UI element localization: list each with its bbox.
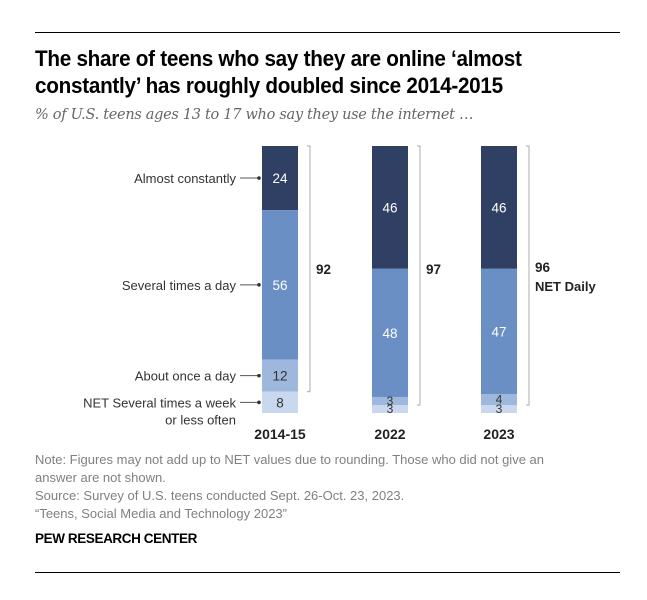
series-label-about-once-a-day: About once a day bbox=[135, 369, 237, 384]
net-daily-bracket-2022 bbox=[417, 145, 421, 406]
leader-dot-several-times-a-day bbox=[257, 283, 261, 287]
net-daily-value-2022: 97 bbox=[426, 262, 441, 277]
data-label-several-times-a-day-2014-15: 56 bbox=[272, 278, 287, 293]
data-label-net-several-times-a-week-or-less-often-2023: 3 bbox=[496, 402, 503, 416]
data-label-almost-constantly-2014-15: 24 bbox=[272, 171, 288, 186]
bar-segment-several-times-a-day-2014-15 bbox=[262, 210, 298, 360]
bar-segment-several-times-a-day-2023 bbox=[481, 268, 517, 395]
leader-dot-net-several-times-a-week-or-less-often bbox=[257, 400, 261, 405]
bar-segment-about-once-a-day-2022 bbox=[372, 396, 408, 405]
net-daily-value-2014-15: 92 bbox=[316, 262, 331, 277]
net-daily-bracket-2014-15 bbox=[307, 145, 311, 393]
series-label-almost-constantly: Almost constantly bbox=[134, 171, 236, 186]
net-daily-label: NET Daily bbox=[535, 279, 596, 294]
data-label-several-times-a-day-2023: 47 bbox=[491, 325, 506, 340]
note-text-line1: Note: Figures may not add up to NET valu… bbox=[35, 452, 544, 467]
labels-layer: 24561282014-1592464833202297464743202396… bbox=[83, 145, 596, 442]
stacked-bar-chart: 24561282014-1592464833202297464743202396… bbox=[83, 145, 596, 442]
data-label-net-several-times-a-week-or-less-often-2014-15: 8 bbox=[276, 395, 284, 410]
series-label-several-times-a-day: Several times a day bbox=[122, 278, 237, 293]
bars-layer bbox=[262, 146, 517, 413]
bar-segment-net-several-times-a-week-or-less-often-2023 bbox=[481, 404, 517, 413]
top-rule bbox=[35, 32, 620, 33]
bar-segment-almost-constantly-2023 bbox=[481, 146, 517, 269]
x-tick-label-2014-15: 2014-15 bbox=[254, 426, 306, 442]
note-text-line2: answer are not shown. bbox=[35, 470, 166, 485]
leader-dot-almost-constantly bbox=[257, 176, 261, 180]
net-daily-value-2023: 96 bbox=[535, 260, 551, 275]
bar-segment-net-several-times-a-week-or-less-often-2014-15 bbox=[262, 391, 298, 413]
bar-segment-about-once-a-day-2023 bbox=[481, 394, 517, 405]
series-label-net-several-times-a-week-or-less-often-line1: NET Several times a week bbox=[83, 395, 236, 410]
bottom-rule bbox=[35, 572, 620, 573]
data-label-about-once-a-day-2014-15: 12 bbox=[272, 369, 287, 384]
data-label-several-times-a-day-2022: 48 bbox=[382, 326, 397, 341]
leader-dot-about-once-a-day bbox=[257, 373, 261, 378]
chart-subtitle: % of U.S. teens ages 13 to 17 who say th… bbox=[35, 107, 474, 123]
bar-segment-almost-constantly-2022 bbox=[372, 146, 408, 269]
x-tick-label-2022: 2022 bbox=[374, 426, 405, 442]
net-daily-bracket-2023 bbox=[526, 145, 530, 406]
bar-segment-about-once-a-day-2014-15 bbox=[262, 359, 298, 392]
brand-logo-text: PEW RESEARCH CENTER bbox=[35, 531, 197, 546]
data-label-almost-constantly-2022: 46 bbox=[382, 200, 397, 215]
data-label-almost-constantly-2023: 46 bbox=[491, 200, 506, 215]
source-text: Source: Survey of U.S. teens conducted S… bbox=[35, 488, 405, 503]
series-label-net-several-times-a-week-or-less-often-line2: or less often bbox=[165, 412, 236, 427]
data-label-about-once-a-day-2022: 3 bbox=[387, 394, 394, 408]
data-label-net-several-times-a-week-or-less-often-2022: 3 bbox=[387, 402, 394, 416]
bar-segment-almost-constantly-2014-15 bbox=[262, 146, 298, 211]
data-label-about-once-a-day-2023: 4 bbox=[496, 393, 503, 407]
x-tick-label-2023: 2023 bbox=[483, 426, 514, 442]
report-title-text: “Teens, Social Media and Technology 2023… bbox=[35, 506, 287, 521]
bar-segment-net-several-times-a-week-or-less-often-2022 bbox=[372, 404, 408, 413]
chart-title: The share of teens who say they are onli… bbox=[35, 46, 522, 98]
bar-segment-several-times-a-day-2022 bbox=[372, 268, 408, 397]
